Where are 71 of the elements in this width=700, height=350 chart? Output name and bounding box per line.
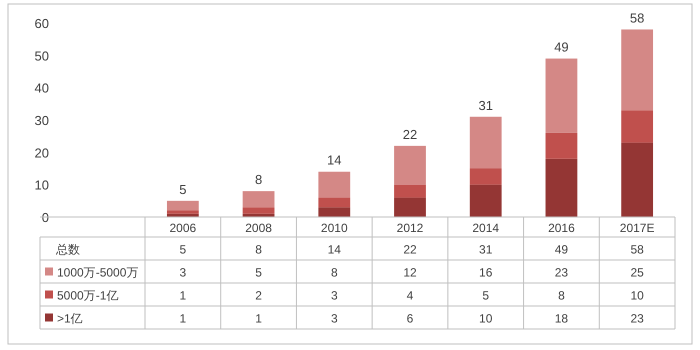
bar: [394, 146, 426, 185]
x-tick-label: 2012: [396, 221, 424, 235]
y-tick-label: 20: [34, 145, 49, 160]
bar: [546, 158, 578, 217]
bar: [166, 210, 199, 214]
data-label: 23: [554, 266, 568, 280]
total-label: 5: [179, 182, 186, 197]
bar: [394, 184, 426, 198]
bar: [470, 184, 502, 217]
text: 8: [255, 242, 262, 256]
x-tick-label: 2008: [245, 221, 272, 235]
bar: [242, 207, 274, 214]
data-label: 8: [330, 266, 338, 280]
data-label: 2: [255, 288, 262, 302]
total-label: 31: [478, 98, 493, 113]
data-label: 3: [330, 312, 338, 326]
data-label: 1: [255, 312, 262, 326]
text: 14: [328, 242, 341, 256]
x-tick-label: 2006: [170, 221, 197, 235]
data-label: 5: [482, 288, 490, 302]
y-tick-label: 30: [34, 113, 49, 128]
data-label: 1: [180, 288, 187, 302]
total-label: 14: [327, 152, 342, 168]
data-label: 1: [180, 312, 187, 326]
text: 22: [403, 242, 417, 256]
bar: [242, 191, 274, 208]
bar: [318, 207, 350, 217]
bar: [394, 198, 426, 217]
bar: [621, 29, 654, 110]
text: 31: [479, 242, 492, 256]
data-label: 10: [479, 312, 493, 326]
bar: [470, 116, 502, 168]
data-label: 16: [479, 266, 493, 280]
x-tick-label: 2010: [320, 221, 348, 235]
bar: [546, 58, 578, 133]
x-tick-label: 2014: [472, 221, 500, 235]
y-tick-label: 50: [34, 48, 49, 64]
y-tick-label: 60: [34, 16, 49, 31]
bar: [166, 200, 199, 211]
text: 总数: [56, 242, 80, 256]
bar: [318, 172, 350, 198]
x-tick-label: 2016: [548, 221, 576, 235]
data-label: 23: [630, 312, 644, 326]
data-label: 8: [558, 288, 566, 302]
legend-label: 5000万-1亿: [57, 288, 118, 302]
legend-label: 1000万-5000万: [57, 266, 138, 280]
bar: [546, 132, 578, 159]
bar: [318, 198, 350, 208]
data-label: 4: [406, 288, 414, 302]
y-tick-label: 40: [34, 80, 49, 96]
data-label: 3: [330, 288, 338, 302]
data-label: 12: [403, 266, 417, 280]
total-label: 58: [630, 10, 644, 26]
bar: [470, 168, 502, 185]
x-tick-label: 2017E: [620, 221, 654, 235]
total-label: 49: [554, 40, 569, 55]
total-label: 8: [254, 172, 262, 188]
data-label: 10: [630, 288, 644, 302]
data-label: 25: [630, 266, 644, 280]
bar: [621, 110, 654, 143]
text: 58: [630, 242, 644, 256]
text: 5: [180, 242, 186, 256]
data-label: 6: [406, 312, 414, 326]
y-tick-label: 10: [34, 178, 49, 193]
bar: [621, 142, 654, 217]
data-label: 18: [554, 312, 568, 326]
data-label: 5: [255, 266, 262, 280]
text: 49: [554, 242, 568, 256]
total-label: 22: [402, 126, 418, 142]
legend-label: >1亿: [57, 312, 83, 326]
data-label: 3: [180, 266, 187, 280]
